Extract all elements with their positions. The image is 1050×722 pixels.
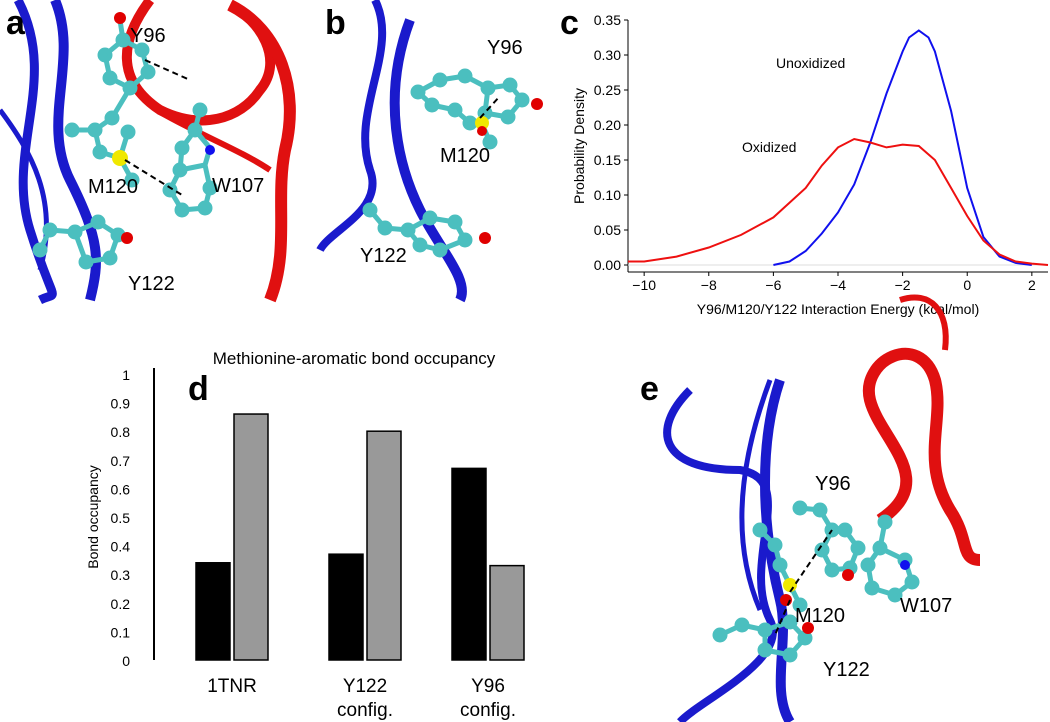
- bar-y-tick-label: 0.7: [111, 453, 131, 469]
- oxidized-series-line: [628, 137, 1049, 266]
- density-x-tick-label: −4: [830, 277, 846, 293]
- density-y-tick-label: 0.30: [594, 47, 621, 63]
- density-y-tick-label: 0.20: [594, 117, 621, 133]
- bar-y-tick-label: 0: [122, 653, 130, 669]
- bar-y-tick-label: 1: [122, 367, 130, 383]
- density-x-tick-label: −10: [632, 277, 656, 293]
- density-y-tick-label: 0.35: [594, 12, 621, 28]
- panel-a-letter: a: [6, 4, 26, 42]
- density-x-tick-label: −8: [701, 277, 717, 293]
- bar-category-label: config.: [460, 700, 516, 721]
- bar-category-label: 1TNR: [207, 676, 257, 697]
- density-y-tick-label: 0.00: [594, 257, 621, 273]
- density-y-tick-label: 0.05: [594, 222, 621, 238]
- panel-a-label-m120: M120: [88, 176, 138, 198]
- panel-a-label-w107: W107: [212, 175, 264, 197]
- bar-gray: [366, 430, 402, 661]
- panel-e-letter: e: [640, 370, 659, 408]
- bar-black: [451, 467, 487, 661]
- density-x-tick-label: −6: [765, 277, 781, 293]
- panel-b-label-y122: Y122: [360, 245, 407, 267]
- bar-y-tick-label: 0.8: [111, 424, 131, 440]
- density-y-tick-label: 0.25: [594, 82, 621, 98]
- bar-y-tick-label: 0.6: [111, 481, 131, 497]
- panel-e-label-m120: M120: [795, 605, 845, 627]
- panel-d-letter: d: [188, 370, 209, 408]
- bar-category-label: config.: [337, 700, 393, 721]
- bar-y-axis-title: Bond occupancy: [85, 465, 101, 569]
- panel-a-label-y96: Y96: [130, 25, 166, 47]
- panel-e-label-y96: Y96: [815, 473, 851, 495]
- density-y-axis-title: Probability Density: [571, 88, 587, 204]
- unoxidized-series-line: [773, 29, 1032, 266]
- panel-c-letter: c: [560, 4, 579, 42]
- panel-b-letter: b: [325, 4, 346, 42]
- panel-b-label-y96: Y96: [487, 37, 523, 59]
- bar-y-tick-label: 0.2: [111, 596, 131, 612]
- panel-e-structure: [663, 294, 981, 722]
- legend-oxidized: Oxidized: [742, 139, 796, 155]
- legend-unoxidized: Unoxidized: [776, 55, 845, 71]
- bar-gray: [489, 564, 525, 661]
- bar-category-label: Y96: [471, 676, 505, 697]
- panel-a-label-y122: Y122: [128, 273, 175, 295]
- bar-y-tick-label: 0.5: [111, 510, 131, 526]
- bar-chart-title: Methionine-aromatic bond occupancy: [213, 349, 496, 368]
- density-x-tick-label: 0: [963, 277, 971, 293]
- bar-y-tick-label: 0.3: [111, 567, 131, 583]
- panel-b-structure: [316, 0, 543, 303]
- bar-black: [195, 562, 231, 661]
- bar-category-label: Y122: [343, 676, 387, 697]
- panel-e-label-y122: Y122: [823, 659, 870, 681]
- panel-a-structure: [0, 0, 296, 305]
- density-y-tick-label: 0.15: [594, 152, 621, 168]
- bond-occupancy-chart: 0 0.1 0.2 0.3 0.4 0.5 0.6 0.7 0.8 0.9 1 1TNR Y122 con…: [111, 367, 525, 721]
- panel-b-label-m120: M120: [440, 145, 490, 167]
- density-x-tick-label: 2: [1028, 277, 1036, 293]
- density-chart: −10 −8 −6 −4 −2 0 2 0.00 0.05 0.10 0.15 0.20 0.25 0.3…: [594, 12, 1049, 293]
- density-x-axis-title: Y96/M120/Y122 Interaction Energy (kcal/m…: [697, 301, 979, 317]
- bar-y-tick-label: 0.4: [111, 539, 131, 555]
- bar-black: [328, 553, 364, 661]
- bar-y-tick-label: 0.1: [111, 624, 131, 640]
- bar-gray: [233, 413, 269, 661]
- density-y-tick-label: 0.10: [594, 187, 621, 203]
- panel-e-label-w107: W107: [900, 595, 952, 617]
- bar-y-tick-label: 0.9: [111, 396, 131, 412]
- density-x-tick-label: −2: [895, 277, 911, 293]
